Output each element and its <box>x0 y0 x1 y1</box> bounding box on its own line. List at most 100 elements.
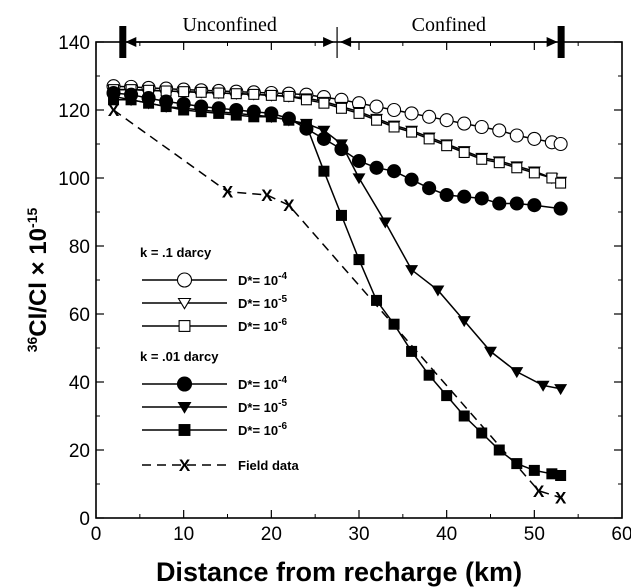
region-arrowhead <box>340 37 352 47</box>
marker-circle <box>439 187 454 203</box>
region-end-bar <box>119 26 127 58</box>
marker-square <box>318 97 330 109</box>
marker-square <box>213 107 225 119</box>
marker-circle <box>474 119 489 135</box>
x-tick-label: 40 <box>436 524 457 545</box>
marker-square <box>458 147 470 159</box>
marker-x: X <box>108 101 120 120</box>
legend-label: D*= 10-6 <box>238 421 287 438</box>
marker-triangle <box>510 367 524 379</box>
marker-circle <box>422 109 437 124</box>
marker-square <box>528 167 540 179</box>
legend-label: D*= 10-5 <box>238 294 287 311</box>
marker-triangle <box>536 380 550 392</box>
y-axis-title: 36Cl/Cl × 10-15 <box>24 208 52 353</box>
marker-square <box>283 90 295 102</box>
marker-square <box>353 254 365 266</box>
legend-exponent: -6 <box>278 421 287 432</box>
marker-circle <box>439 113 454 128</box>
marker-circle <box>404 172 419 187</box>
marker-triangle <box>457 316 471 328</box>
marker-square <box>213 87 225 99</box>
marker-circle <box>527 131 542 146</box>
y-tick-label: 140 <box>58 33 90 54</box>
marker-square <box>555 469 567 481</box>
y-tick-label: 60 <box>69 305 90 326</box>
marker-triangle <box>335 139 348 151</box>
marker-square <box>423 369 435 381</box>
marker-square <box>283 114 295 126</box>
marker-circle <box>404 106 419 121</box>
region-label: Confined <box>412 14 486 36</box>
marker-square <box>195 86 207 98</box>
axes: 0 10 20 30 40 50 60 0 20 40 60 80 100 120 140 <box>58 33 631 545</box>
region-arrowhead <box>323 37 335 47</box>
marker-circle <box>553 136 568 152</box>
marker-square <box>555 177 567 189</box>
marker-square <box>493 157 505 169</box>
legend-exponent: -5 <box>278 398 287 409</box>
legend-label: D*= 10-6 <box>238 317 287 334</box>
marker-circle <box>474 191 489 206</box>
marker-triangle <box>431 285 445 297</box>
series-line <box>113 99 561 477</box>
y-tick-label: 80 <box>69 237 90 258</box>
y-tick-label: 40 <box>69 373 90 394</box>
marker-square <box>265 111 277 123</box>
marker-square <box>125 94 137 106</box>
marker-square <box>178 86 190 98</box>
region-label: Unconfined <box>182 14 276 36</box>
marker-triangle <box>405 265 419 277</box>
marker-circle <box>387 164 402 179</box>
region-end-bar <box>557 26 565 58</box>
marker-square <box>335 102 347 114</box>
marker-square <box>248 88 260 100</box>
marker-x: X <box>555 489 567 508</box>
marker-square <box>493 444 505 456</box>
x-tick-label: 10 <box>173 524 194 545</box>
marker-square <box>195 106 207 118</box>
x-tick-label: 20 <box>261 524 282 545</box>
marker-square <box>353 107 365 119</box>
marker-x: X <box>533 482 545 501</box>
marker-square <box>230 88 242 100</box>
legend-exponent: -5 <box>278 294 287 305</box>
y-tick-label: 100 <box>58 169 90 190</box>
marker-square <box>178 320 191 332</box>
marker-square <box>143 97 155 109</box>
marker-circle <box>422 181 437 196</box>
region-arrowhead <box>546 37 558 47</box>
marker-square <box>423 133 435 145</box>
axis-titles: Distance from recharge (km) 36Cl/Cl × 10-… <box>24 208 522 587</box>
region-arrowhead <box>125 37 137 47</box>
legend-label: Field data <box>238 458 299 473</box>
marker-circle <box>492 196 507 211</box>
marker-x: X <box>179 456 191 475</box>
y-axis-title-exponent: -15 <box>24 208 40 228</box>
legend-exponent: -4 <box>278 271 287 282</box>
marker-square <box>441 390 453 402</box>
legend-exponent: -6 <box>278 317 287 328</box>
marker-square <box>160 101 172 113</box>
marker-triangle <box>317 125 331 137</box>
marker-circle <box>369 160 384 175</box>
marker-square <box>248 111 260 123</box>
legend: k = .1 darcy D*= 10-4 D*= 10-5 D*= 10-6 k = … <box>140 245 299 475</box>
legend-label: D*= 10-5 <box>238 398 287 415</box>
marker-triangle <box>554 384 568 396</box>
series-line <box>113 109 561 499</box>
series-5 <box>108 94 567 481</box>
marker-square <box>511 162 523 174</box>
x-axis-title: Distance from recharge (km) <box>156 557 522 587</box>
marker-circle <box>387 102 402 118</box>
marker-circle <box>457 189 472 204</box>
marker-square <box>300 119 312 131</box>
marker-x: X <box>261 186 273 205</box>
y-axis-title-main: Cl/Cl × 10 <box>25 228 52 337</box>
legend-group-title: k = .1 darcy <box>140 245 212 260</box>
legend-exponent: -4 <box>278 375 287 386</box>
marker-circle <box>492 123 507 138</box>
marker-circle <box>509 128 524 143</box>
legend-label: D*= 10-4 <box>238 271 287 288</box>
